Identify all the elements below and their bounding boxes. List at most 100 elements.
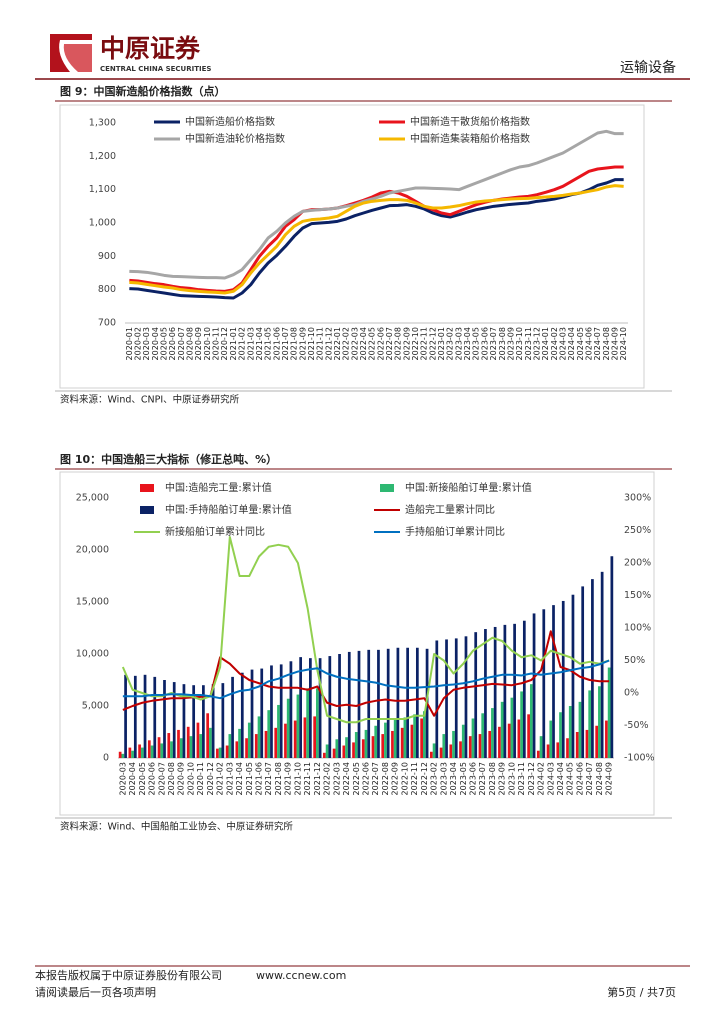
bar bbox=[575, 732, 579, 758]
bar bbox=[605, 720, 608, 758]
x-tick-label: 2023-01 bbox=[437, 327, 446, 360]
x-tick-label: 2024-06 bbox=[575, 762, 584, 795]
bar bbox=[250, 669, 254, 758]
bar bbox=[478, 734, 482, 758]
x-tick-label: 2024-01 bbox=[541, 327, 550, 360]
bar bbox=[260, 668, 264, 758]
x-tick-label: 2022-10 bbox=[411, 327, 420, 360]
bar bbox=[325, 744, 329, 758]
bar bbox=[316, 688, 319, 758]
bar bbox=[588, 690, 592, 758]
bar bbox=[542, 609, 546, 758]
bar bbox=[138, 744, 141, 758]
bar bbox=[216, 748, 219, 758]
bar bbox=[177, 729, 180, 758]
bar bbox=[585, 729, 589, 758]
bar bbox=[192, 685, 196, 758]
bar bbox=[361, 739, 365, 758]
bar bbox=[279, 664, 283, 758]
legend-label: 造船完工量累计同比 bbox=[405, 503, 495, 516]
bar bbox=[143, 674, 147, 758]
company-name: 中原证券 bbox=[100, 34, 201, 63]
legend-label: 新接船舶订单累计同比 bbox=[165, 525, 265, 538]
bar bbox=[549, 720, 553, 758]
bar bbox=[140, 747, 144, 758]
x-tick-label: 2022-06 bbox=[362, 762, 371, 795]
x-tick-label: 2021-03 bbox=[225, 762, 234, 795]
x-tick-label: 2020-10 bbox=[203, 327, 212, 360]
bar bbox=[391, 730, 394, 758]
chart-frame bbox=[59, 471, 655, 816]
x-tick-label: 2023-07 bbox=[478, 762, 487, 795]
bar bbox=[257, 716, 261, 758]
bar bbox=[464, 636, 468, 758]
x-tick-label: 2021-08 bbox=[290, 327, 299, 360]
y-tick-label: 25,000 bbox=[76, 493, 109, 504]
bar bbox=[481, 713, 485, 758]
x-tick-label: 2024-09 bbox=[605, 762, 614, 795]
bar bbox=[318, 658, 322, 758]
line-series bbox=[129, 165, 624, 293]
x-tick-label: 2023-09 bbox=[506, 327, 515, 360]
bar bbox=[157, 737, 161, 758]
x-tick-label: 2020-10 bbox=[186, 762, 195, 795]
bar bbox=[342, 745, 346, 758]
bar bbox=[420, 718, 423, 758]
y-tick-label: 700 bbox=[98, 318, 116, 329]
bar bbox=[274, 727, 278, 758]
x-tick-label: 2024-06 bbox=[584, 327, 593, 360]
x-tick-label: 2022-09 bbox=[402, 327, 411, 360]
x-tick-label: 2024-03 bbox=[546, 762, 555, 795]
x-tick-label: 2023-08 bbox=[498, 327, 507, 360]
x-tick-label: 2021-05 bbox=[245, 762, 254, 795]
x-tick-label: 2022-05 bbox=[352, 762, 361, 795]
bar bbox=[186, 726, 190, 758]
bar bbox=[413, 714, 416, 758]
x-tick-label: 2021-07 bbox=[264, 762, 273, 795]
bar bbox=[289, 661, 293, 758]
x-tick-label: 2020-03 bbox=[118, 762, 127, 795]
bar bbox=[225, 745, 229, 758]
x-tick-label: 2024-04 bbox=[567, 327, 576, 360]
bar bbox=[235, 741, 239, 758]
bar bbox=[571, 594, 575, 758]
x-tick-label: 2021-02 bbox=[238, 327, 247, 360]
y2-tick-label: 200% bbox=[624, 558, 651, 569]
bar bbox=[384, 722, 387, 758]
bar bbox=[503, 624, 507, 758]
bar bbox=[160, 743, 164, 758]
x-tick-label: 2021-09 bbox=[298, 327, 307, 360]
bar bbox=[128, 747, 132, 758]
line-series bbox=[129, 184, 624, 295]
page-number: 第5页 / 共7页 bbox=[607, 985, 676, 999]
y-tick-label: 800 bbox=[98, 284, 116, 295]
company-name-en: CENTRAL CHINA SECURITIES bbox=[100, 65, 211, 73]
copyright: 本报告版权属于中原证券股份有限公司 bbox=[35, 968, 222, 982]
bar bbox=[182, 684, 186, 758]
legend-label: 手持船舶订单累计同比 bbox=[405, 525, 505, 538]
x-tick-label: 2020-04 bbox=[128, 762, 137, 795]
bar bbox=[403, 717, 407, 758]
x-tick-label: 2020-05 bbox=[160, 327, 169, 360]
sector: 运输设备 bbox=[620, 59, 676, 76]
x-tick-label: 2023-03 bbox=[439, 762, 448, 795]
bar bbox=[323, 752, 326, 758]
bar bbox=[598, 686, 601, 758]
x-tick-label: 2022-04 bbox=[359, 327, 368, 360]
legend-label: 中国新造集装箱船价格指数 bbox=[410, 132, 530, 145]
source-note: 资料来源：Wind、中国船舶工业协会、中原证券研究所 bbox=[60, 821, 293, 833]
x-tick-label: 2021-12 bbox=[313, 762, 322, 795]
x-tick-label: 2024-08 bbox=[595, 762, 604, 795]
bar bbox=[228, 734, 232, 758]
bar bbox=[474, 632, 478, 758]
x-tick-label: 2022-02 bbox=[342, 327, 351, 360]
x-tick-label: 2021-05 bbox=[264, 327, 273, 360]
x-tick-label: 2023-04 bbox=[463, 327, 472, 360]
y2-tick-label: 300% bbox=[624, 493, 651, 504]
bar bbox=[374, 725, 378, 758]
x-tick-label: 2023-06 bbox=[468, 762, 477, 795]
x-tick-label: 2020-06 bbox=[168, 327, 177, 360]
bar bbox=[270, 665, 273, 758]
bar bbox=[459, 741, 462, 758]
bar bbox=[578, 701, 582, 758]
